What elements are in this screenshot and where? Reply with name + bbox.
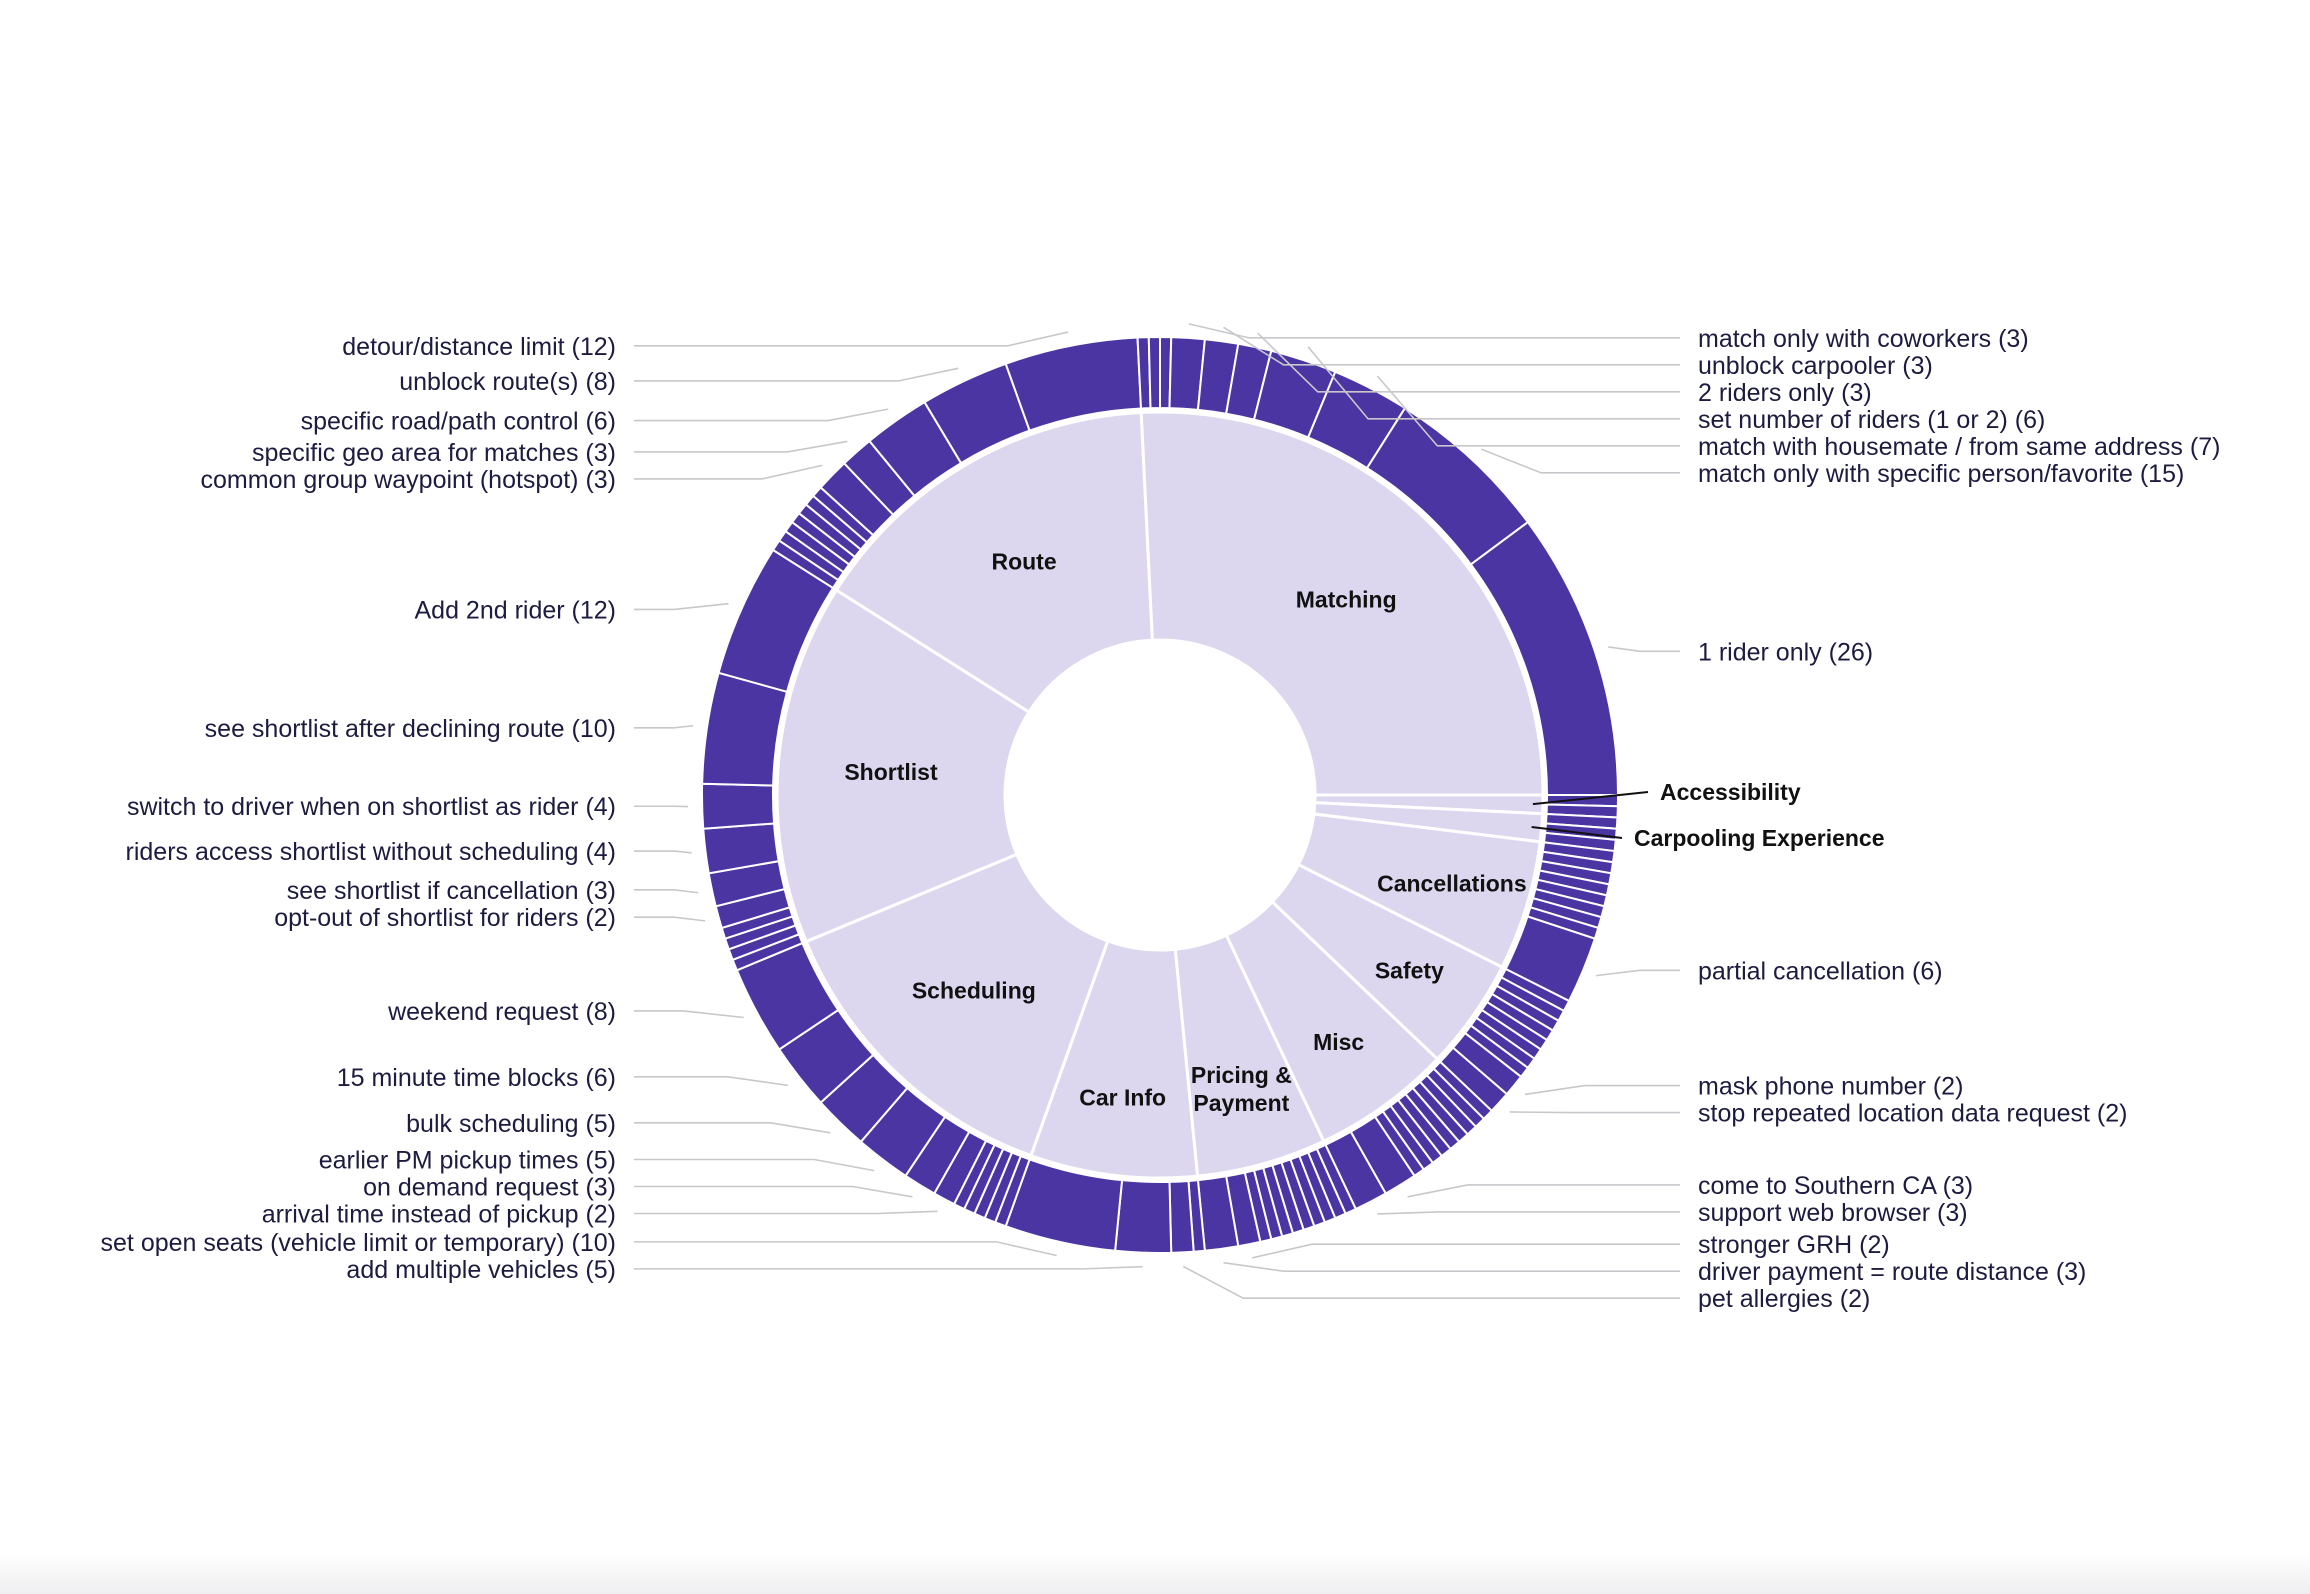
leaf-label: match only with specific person/favorite… — [1698, 460, 2184, 488]
leaf-leader — [1307, 346, 1680, 420]
leaf-leader — [1595, 969, 1680, 977]
bottom-fade — [0, 1554, 2310, 1594]
outer-segment-matching-9 — [1469, 520, 1620, 796]
leaf-label: support web browser (3) — [1698, 1199, 1968, 1227]
leaf-leader — [1257, 332, 1680, 393]
leaf-leader — [634, 1265, 1143, 1270]
category-label: Shortlist — [844, 759, 938, 785]
inner-segment-matching — [1139, 410, 1545, 797]
category-leader-carpooling-experience — [1531, 826, 1623, 839]
leaf-leader — [634, 889, 699, 894]
leaf-leader — [634, 1010, 744, 1019]
leaf-label: stop repeated location data request (2) — [1698, 1100, 2127, 1128]
outer-segment-car-info-2 — [1114, 1179, 1173, 1254]
category-label: Matching — [1296, 586, 1397, 612]
leaf-leader — [634, 408, 889, 422]
category-label: Accessibility — [1660, 779, 1801, 805]
leaf-leader — [634, 440, 848, 453]
outer-ring — [701, 335, 1620, 1254]
inner-segment-scheduling — [804, 852, 1110, 1158]
leaf-label: 15 minute time blocks (6) — [337, 1064, 616, 1092]
leaf-label: weekend request (8) — [387, 998, 616, 1026]
leaf-leader — [1480, 448, 1680, 474]
category-labels: Accessibility Carpooling Experience Cancel… — [844, 549, 1884, 1116]
leaf-label: switch to driver when on shortlist as ri… — [127, 793, 616, 821]
category-label: Safety — [1375, 958, 1444, 984]
leaf-label: specific road/path control (6) — [301, 408, 616, 436]
leaf-label: 2 riders only (3) — [1698, 379, 1872, 407]
category-leader-accessibility — [1532, 791, 1649, 806]
leaf-label: unblock carpooler (3) — [1698, 352, 1933, 380]
leaf-label: detour/distance limit (12) — [342, 333, 616, 361]
leaf-label: mask phone number (2) — [1698, 1073, 1963, 1101]
outer-segment-car-info-1 — [1168, 1179, 1195, 1254]
leaf-label: see shortlist after declining route (10) — [205, 715, 616, 743]
leaf-leader — [1608, 646, 1680, 653]
leaf-label: unblock route(s) (8) — [399, 368, 616, 396]
leaf-label: on demand request (3) — [363, 1173, 616, 1201]
leaf-leader — [1188, 323, 1680, 339]
leaf-leader — [634, 602, 729, 611]
inner-ring — [775, 410, 1545, 1180]
category-label: Route — [991, 549, 1056, 575]
leaf-label: match with housemate / from same address… — [1698, 433, 2220, 461]
leaf-label: opt-out of shortlist for riders (2) — [274, 904, 616, 932]
leaf-label: Add 2nd rider (12) — [414, 596, 616, 624]
leaf-leader — [634, 1210, 938, 1215]
category-label: Scheduling — [912, 978, 1036, 1004]
leaf-leader — [634, 1185, 913, 1198]
leaf-leader — [1377, 1211, 1680, 1215]
outer-segment-matching-1 — [1147, 335, 1161, 410]
leaf-label: pet allergies (2) — [1698, 1285, 1870, 1313]
leader-lines — [634, 323, 1680, 1299]
inner-segment-shortlist — [775, 588, 1032, 944]
leaf-label: riders access shortlist without scheduli… — [126, 838, 616, 866]
leaf-label: set open seats (vehicle limit or tempora… — [101, 1229, 616, 1257]
category-label: Car Info — [1079, 1085, 1166, 1111]
outer-segment-shortlist-8 — [701, 671, 789, 787]
leaf-label: add multiple vehicles (5) — [346, 1256, 616, 1284]
leaf-leader — [1182, 1265, 1680, 1299]
leaf-leader — [634, 850, 692, 854]
leaf-label: 1 rider only (26) — [1698, 638, 1873, 666]
leaf-leader — [634, 1122, 831, 1134]
category-label: Cancellations — [1377, 871, 1527, 897]
leaf-label: common group waypoint (hotspot) (3) — [201, 466, 616, 494]
leaf-label: come to Southern CA (3) — [1698, 1172, 1973, 1200]
category-label: Carpooling Experience — [1634, 825, 1885, 851]
leaf-leader — [1251, 1243, 1680, 1259]
leaf-label: driver payment = route distance (3) — [1698, 1258, 2086, 1286]
leaf-leader — [634, 367, 959, 382]
leaf-labels: detour/distance limit (12) unblock route(… — [101, 325, 2221, 1313]
leaf-label: match only with coworkers (3) — [1698, 325, 2029, 353]
leaf-leader — [634, 1241, 1057, 1257]
leaf-leader — [634, 1075, 789, 1087]
inner-segment-route — [834, 410, 1154, 715]
leaf-label: specific geo area for matches (3) — [252, 439, 616, 467]
leaf-leader — [634, 724, 694, 729]
leaf-leader — [634, 916, 706, 922]
leaf-label: earlier PM pickup times (5) — [319, 1146, 616, 1174]
leaf-label: set number of riders (1 or 2) (6) — [1698, 406, 2045, 434]
category-label: Payment — [1193, 1090, 1289, 1116]
leaf-leader — [634, 331, 1069, 347]
leaf-label: see shortlist if cancellation (3) — [287, 877, 616, 905]
leaf-leader — [1407, 1184, 1680, 1198]
leaf-leader — [634, 464, 823, 480]
leaf-leader — [1223, 1261, 1680, 1272]
leaf-leader — [1223, 326, 1680, 366]
leaf-leader — [1509, 1111, 1680, 1114]
leaf-leader — [634, 1158, 875, 1172]
leaf-label: partial cancellation (6) — [1698, 957, 1943, 985]
category-label: Misc — [1313, 1029, 1364, 1055]
leaf-leader — [1524, 1084, 1680, 1096]
leaf-label: bulk scheduling (5) — [406, 1110, 616, 1138]
leaf-label: arrival time instead of pickup (2) — [262, 1200, 616, 1228]
outer-segment-shortlist-7 — [701, 782, 776, 830]
category-label: Pricing & — [1191, 1062, 1292, 1088]
leaf-leader — [1376, 375, 1680, 447]
leaf-label: stronger GRH (2) — [1698, 1231, 1890, 1259]
